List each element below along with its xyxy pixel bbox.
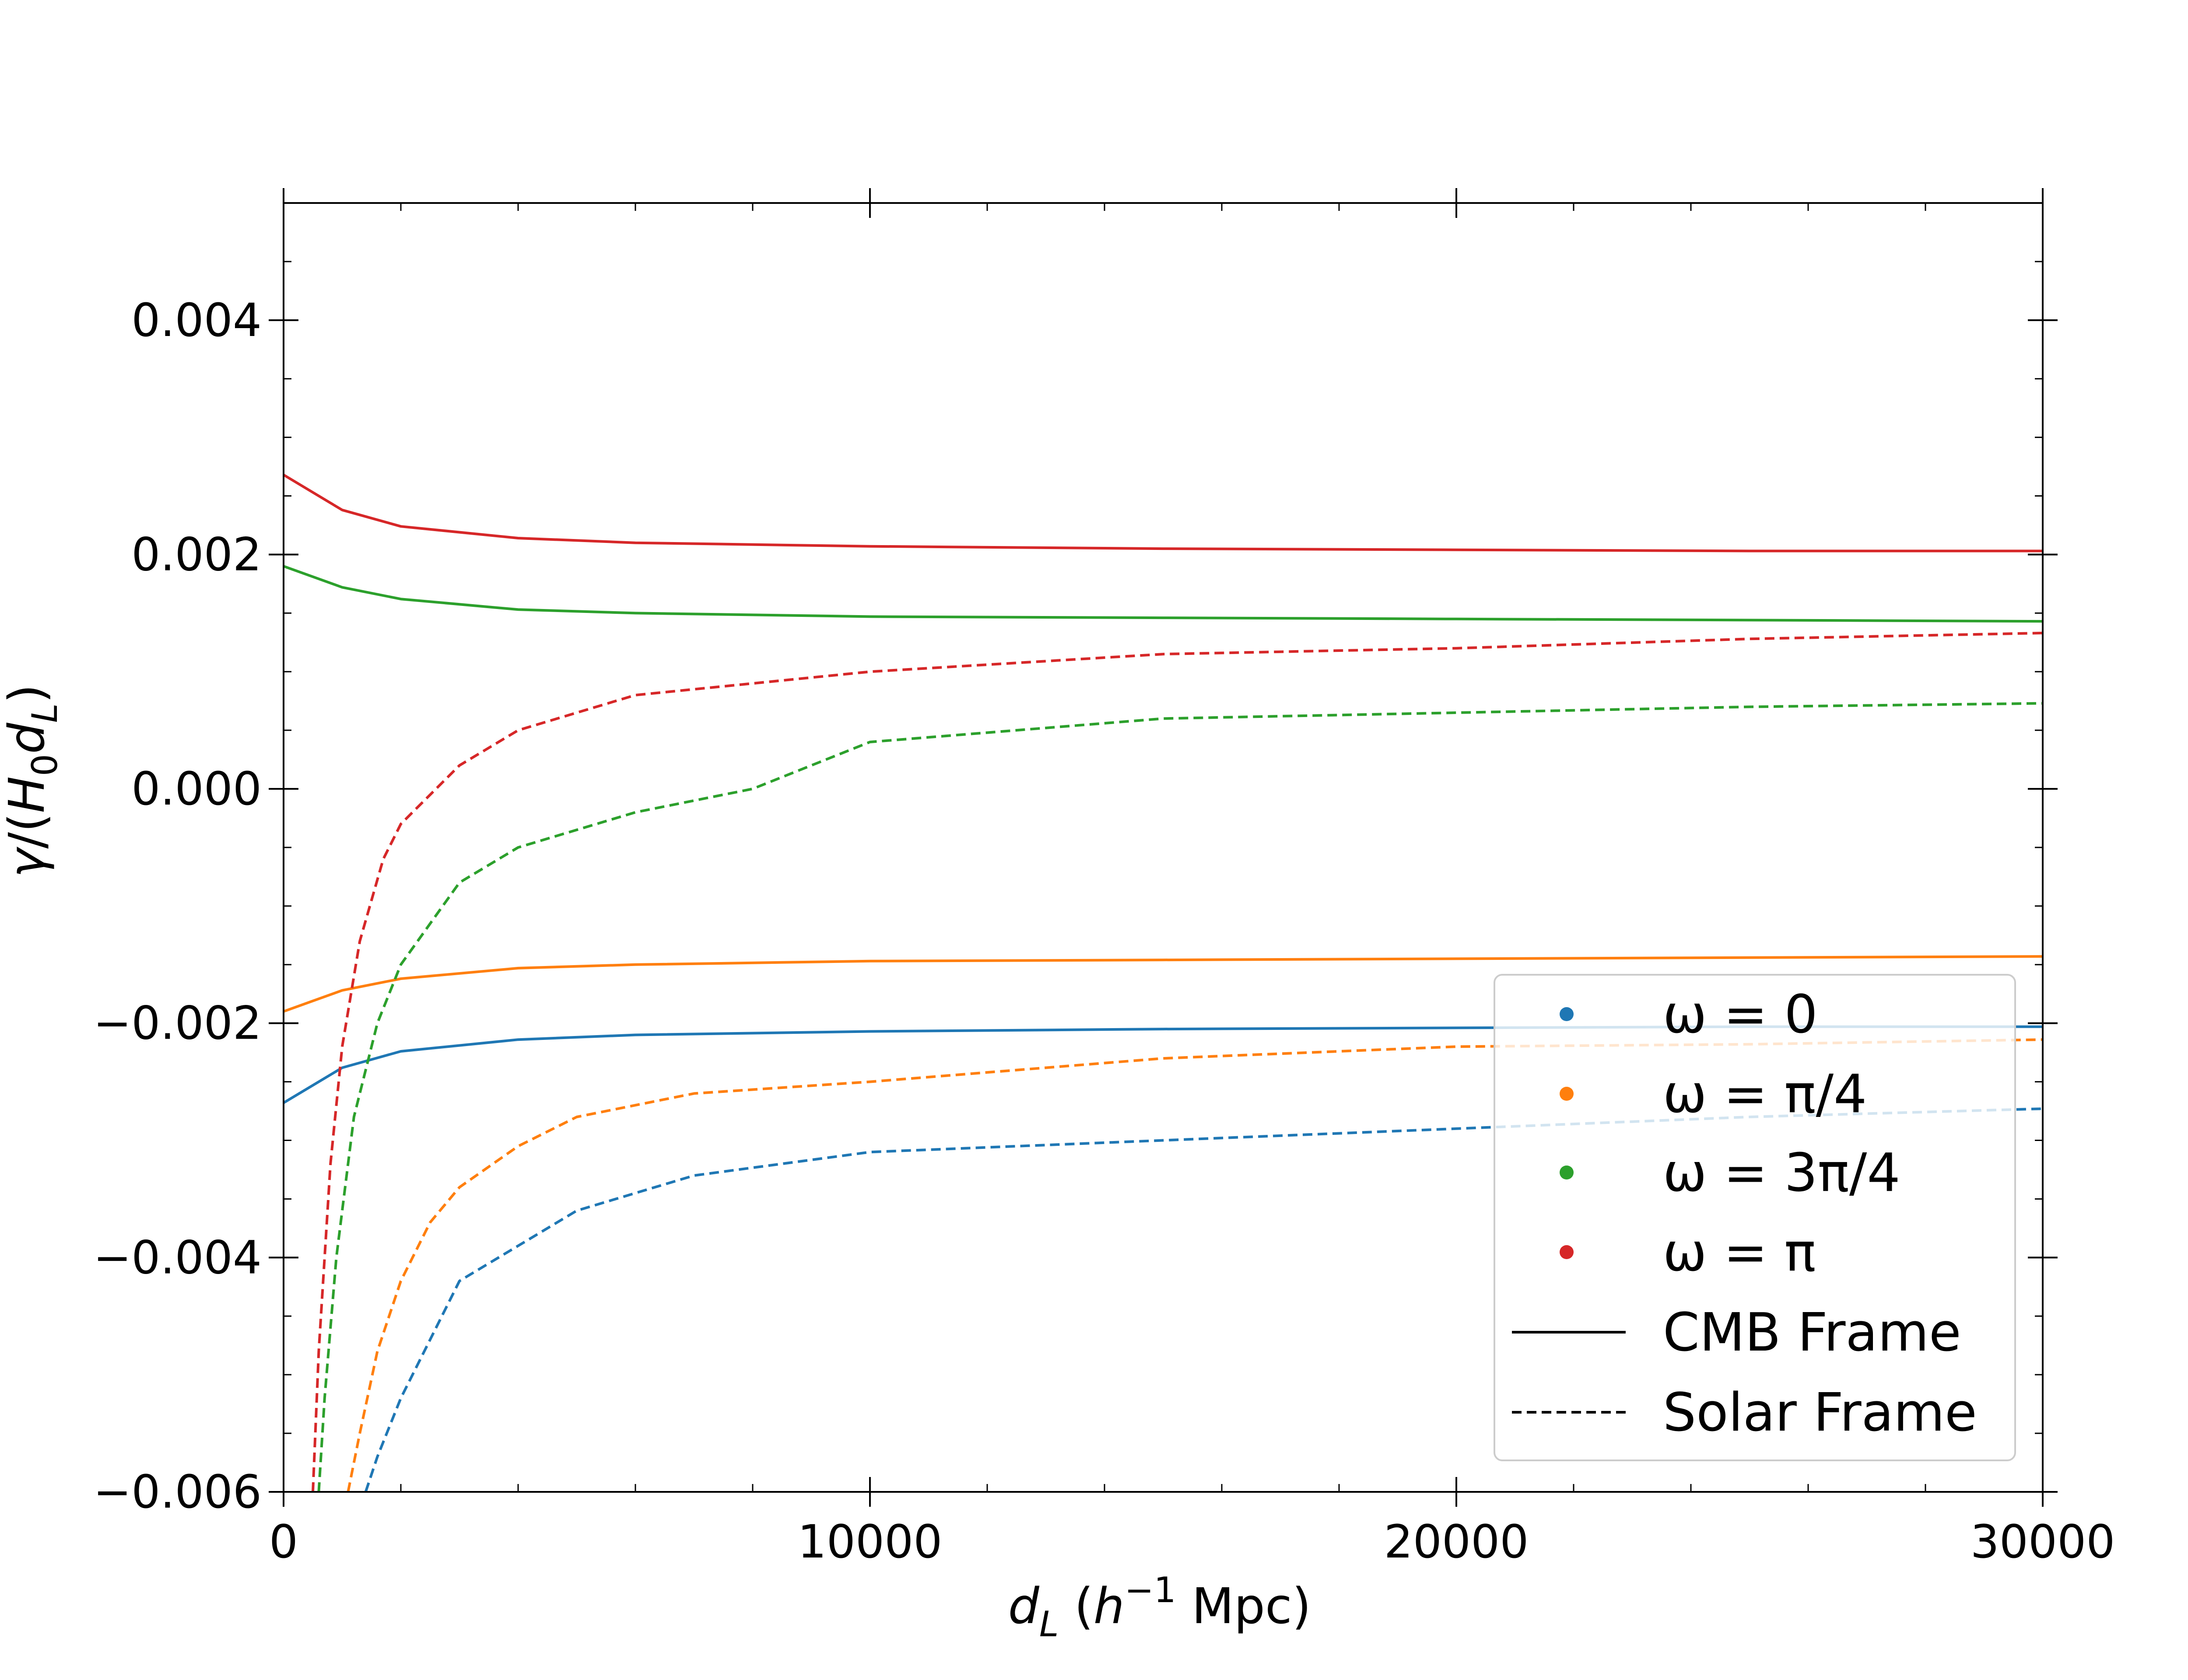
legend-box [1494,974,2016,1461]
y-axis-label-part-2: H [0,776,56,813]
x-tick-label-2: 20000 [1384,1515,1529,1568]
y-axis-label-part-4: d [0,722,56,754]
x-axis-label-part-2: ( [1059,1578,1093,1635]
y-tick-label-3: 0.000 [131,762,262,816]
legend-label-omega-pi-4: ω = π/4 [1663,1064,1867,1125]
plot-lines [284,473,2043,1492]
x-tick-label-0: 0 [269,1515,298,1568]
y-tick-label-2: −0.002 [93,997,262,1050]
tick-labels: 0 10000 20000 30000 −0.006 −0.004 −0.002 0.000 0… [93,294,2115,1568]
y-tick-label-5: 0.004 [131,294,262,347]
legend: ω = 0 ω = π/4 ω = 3π/4 ω = π CMB Frame S… [1494,974,2016,1461]
legend-label-solar-frame: Solar Frame [1663,1382,1977,1443]
x-axis-label-part-5: Mpc) [1176,1578,1311,1635]
x-axis-label-part-4: −1 [1125,1570,1176,1610]
legend-marker-omega-3pi-4 [1560,1166,1574,1180]
legend-label-omega-0: ω = 0 [1663,984,1818,1045]
series-line-3 [284,473,2043,553]
x-axis-label-part-3: h [1094,1578,1125,1635]
legend-marker-omega-pi-4 [1560,1087,1574,1101]
x-tick-label-1: 10000 [798,1515,943,1568]
y-axis-label: γ/(H0dL) [0,684,65,878]
y-axis-label-part-6: ) [0,684,56,704]
legend-label-omega-3pi-4: ω = 3π/4 [1663,1143,1900,1204]
series-line-4 [364,1107,2043,1492]
series-line-5 [347,1038,2043,1492]
axis-ticks [269,188,2058,1507]
legend-marker-omega-pi [1560,1245,1574,1259]
y-tick-label-0: −0.006 [93,1465,262,1519]
x-axis-label-part-1: L [1039,1604,1059,1645]
series-line-2 [284,565,2043,623]
legend-label-omega-pi: ω = π [1663,1222,1816,1283]
series-line-7 [312,631,2043,1492]
x-axis-label: dL (h−1 Mpc) [1008,1570,1311,1645]
x-axis-label-part-0: d [1008,1578,1040,1635]
series-line-1 [284,955,2043,1013]
legend-label-cmb-frame: CMB Frame [1663,1302,1961,1363]
y-tick-label-4: 0.002 [131,528,262,581]
y-axis-label-part-3: 0 [25,754,65,776]
y-axis-label-part-1: /( [0,813,56,848]
y-tick-label-1: −0.004 [93,1231,262,1284]
series-line-6 [317,702,2043,1492]
legend-marker-omega-0 [1560,1007,1574,1021]
y-axis-label-part-0: γ [0,846,56,878]
y-axis-label-part-5: L [25,704,65,723]
x-tick-label-3: 30000 [1971,1515,2115,1568]
